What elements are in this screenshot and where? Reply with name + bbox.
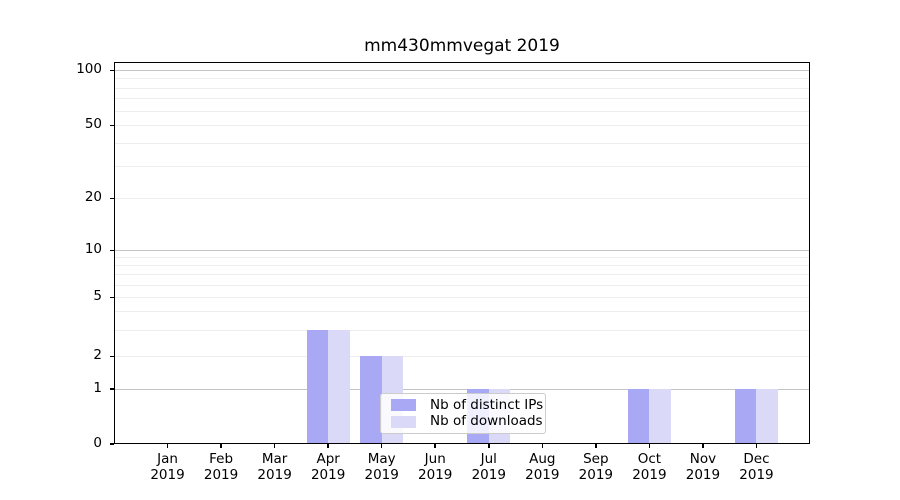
x-tick-label-oct: Oct 2019 [632,451,667,483]
bar-dec-downloads [756,388,778,444]
minor-gridline [114,165,810,167]
minor-gridline [114,125,810,126]
y-tick-mark [110,443,114,445]
major-gridline [114,250,810,251]
minor-gridline [114,142,810,144]
y-tick-label: 100 [76,61,102,77]
x-tick-mark [327,444,329,448]
minor-gridline [114,110,810,112]
x-tick-label-jan: Jan 2019 [150,451,185,483]
bar-dec-distinct-ips [735,388,757,444]
bar-apr-distinct-ips [306,329,329,444]
y-tick-mark [110,355,114,357]
x-tick-label-aug: Aug 2019 [525,451,560,483]
x-tick-label-sep: Sep 2019 [578,451,614,483]
x-tick-mark [595,444,597,448]
y-tick-mark [110,296,114,298]
y-tick-label: 20 [84,189,102,205]
major-gridline [114,70,810,71]
legend-swatch-downloads [391,415,416,428]
x-tick-label-mar: Mar 2019 [257,451,292,483]
x-tick-label-jul: Jul 2019 [471,451,506,483]
y-tick-label: 1 [93,379,102,396]
x-tick-mark [702,444,704,448]
bar-oct-distinct-ips [627,388,650,444]
minor-gridline [114,274,810,276]
legend: Nb of distinct IPs Nb of downloads [380,393,546,434]
y-tick-mark [110,197,114,199]
minor-gridline [114,356,810,357]
y-tick-label: 0 [93,434,102,451]
x-tick-mark [380,444,383,448]
x-tick-label-nov: Nov 2019 [685,451,721,483]
y-tick-mark [110,388,114,390]
minor-gridline [114,87,810,89]
y-tick-label: 2 [93,347,102,363]
bar-may-distinct-ips [360,356,382,444]
y-tick-label: 10 [84,241,102,257]
minor-gridline [114,265,810,267]
x-tick-mark [220,444,222,448]
y-tick-mark [110,69,114,71]
minor-gridline [114,311,810,313]
y-tick-mark [110,124,114,126]
x-tick-label-dec: Dec 2019 [739,451,774,483]
x-tick-mark [541,444,544,448]
bar-apr-downloads [328,329,350,444]
bar-oct-downloads [649,388,671,444]
legend-label-downloads: Nb of downloads [430,413,543,430]
y-tick-label: 50 [84,116,102,132]
legend-item-distinct-ips: Nb of distinct IPs [388,397,543,413]
minor-gridline [114,284,810,286]
x-tick-mark [166,444,169,448]
x-tick-label-jun: Jun 2019 [418,451,453,483]
x-tick-mark [648,444,651,448]
x-tick-label-apr: Apr 2019 [310,451,346,483]
minor-gridline [114,198,810,199]
y-tick-label: 5 [93,288,102,304]
legend-label-distinct-ips: Nb of distinct IPs [430,396,544,413]
x-tick-mark [755,444,758,448]
minor-gridline [114,297,810,298]
legend-item-downloads: Nb of downloads [388,414,543,429]
legend-swatch-distinct-ips [391,399,416,412]
x-tick-label-may: May 2019 [364,451,399,483]
x-tick-label-feb: Feb 2019 [203,451,239,483]
chart-title: mm430mmvegat 2019 [364,36,560,56]
major-gridline [114,388,810,390]
x-tick-mark [488,444,490,448]
minor-gridline [114,257,810,259]
minor-gridline [114,329,810,331]
x-tick-mark [434,444,436,448]
x-tick-mark [273,444,276,448]
minor-gridline [114,78,810,80]
plot-area [114,62,810,444]
minor-gridline [114,98,810,100]
y-tick-mark [110,249,114,251]
